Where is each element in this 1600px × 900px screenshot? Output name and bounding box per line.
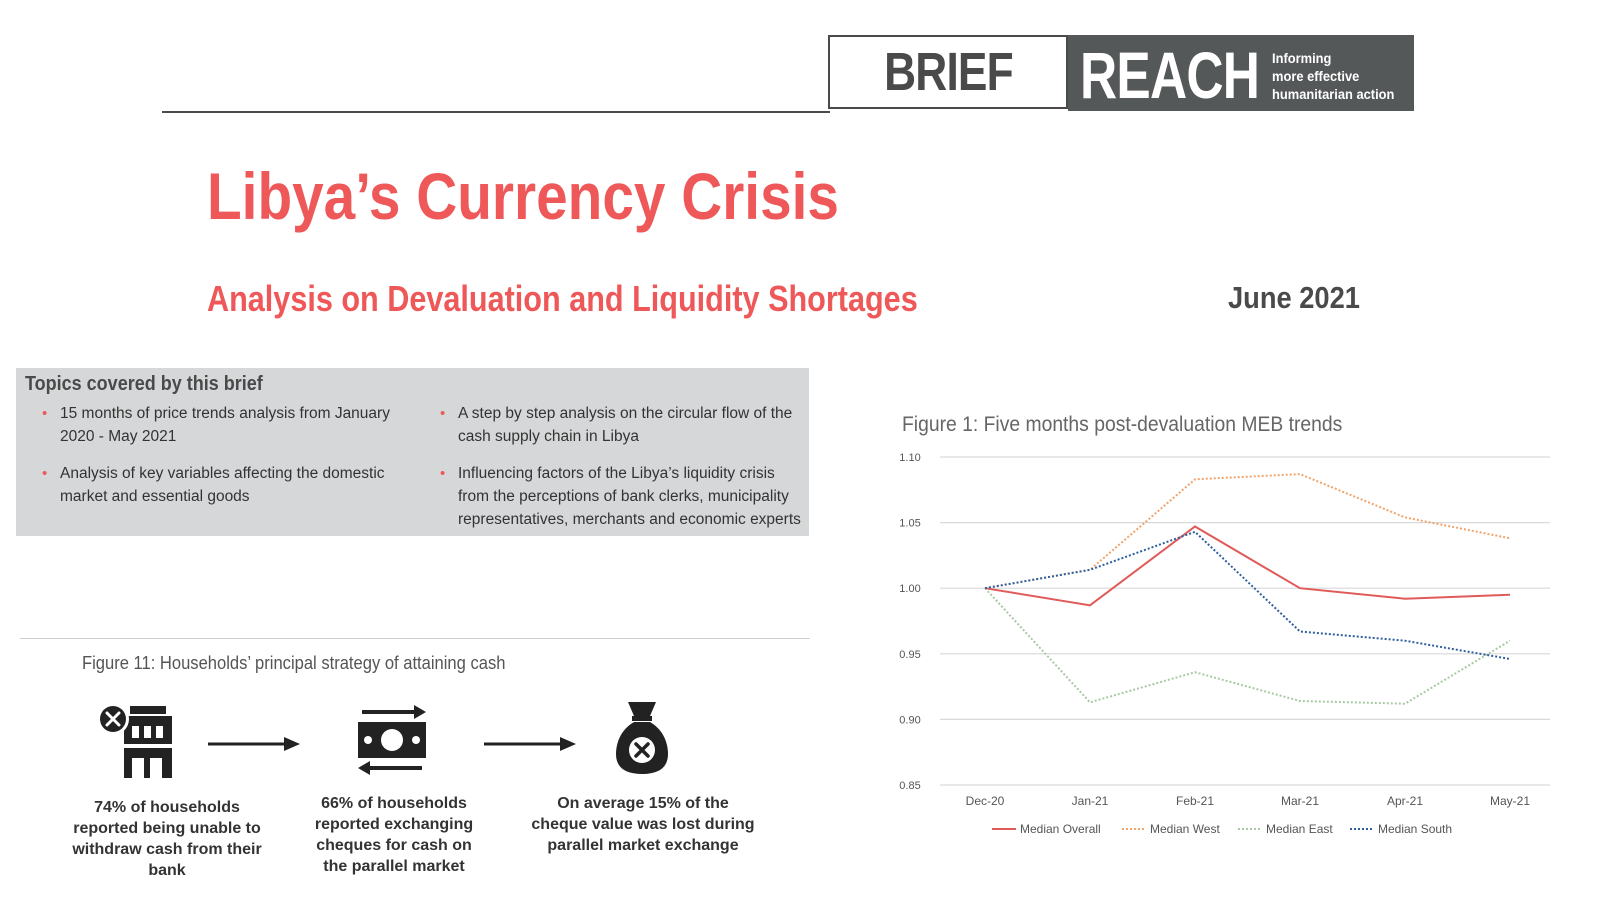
x-tick-label: Dec-20 — [966, 794, 1005, 808]
x-tick-label: Mar-21 — [1281, 794, 1319, 808]
topic-text: 15 months of price trends analysis from … — [60, 405, 390, 445]
x-tick-label: Feb-21 — [1176, 794, 1214, 808]
y-tick-label: 0.90 — [899, 714, 920, 726]
tagline-line: humanitarian action — [1272, 86, 1395, 102]
reach-logo: REACH Informing more effective humanitar… — [1068, 35, 1414, 112]
topics-panel: Topics covered by this brief • 15 months… — [16, 368, 809, 536]
tagline-line: more effective — [1272, 68, 1360, 84]
page-title: Libya’s Currency Crisis — [207, 159, 839, 233]
step-caption: 66% of households reported exchanging ch… — [314, 795, 474, 875]
meb-trends-chart: 0.85 0.90 0.95 1.00 1.05 1.10 Dec-20 Jan-21 Feb-… — [899, 452, 1550, 836]
legend-label: Median East — [1266, 822, 1333, 836]
bullet-icon: • — [42, 465, 48, 482]
bank-closed-icon — [97, 703, 172, 778]
topic-item: • A step by step analysis on the circula… — [440, 402, 803, 448]
figure-divider — [20, 638, 810, 639]
y-tick-label: 1.00 — [899, 583, 920, 595]
series-line-median-south — [984, 530, 1511, 660]
page-subtitle: Analysis on Devaluation and Liquidity Sh… — [207, 278, 918, 319]
flow-arrow-icon — [484, 737, 576, 751]
bullet-icon: • — [42, 405, 48, 422]
money-bag-loss-icon — [616, 702, 668, 774]
bullet-icon: • — [440, 405, 446, 422]
legend-label: Median Overall — [1020, 822, 1101, 836]
publication-date: June 2021 — [1228, 280, 1360, 315]
x-tick-label: Jan-21 — [1072, 794, 1109, 808]
header-rule — [162, 111, 830, 113]
y-tick-label: 1.10 — [899, 452, 920, 464]
topic-text: A step by step analysis on the circular … — [458, 405, 793, 445]
step-caption: 74% of households reported being unable … — [72, 799, 262, 879]
series-line-median-overall — [984, 525, 1511, 607]
figure-11-title: Figure 11: Households’ principal strateg… — [82, 653, 506, 673]
topic-item: • Analysis of key variables affecting th… — [42, 462, 420, 508]
cash-exchange-icon — [358, 705, 426, 775]
tagline-line: Informing — [1272, 50, 1332, 66]
topic-item: • 15 months of price trends analysis fro… — [42, 402, 420, 448]
topic-text: Influencing factors of the Libya’s liqui… — [458, 465, 801, 528]
figure-1-title: Figure 1: Five months post-devaluation M… — [902, 413, 1343, 436]
bullet-icon: • — [440, 465, 446, 482]
flow-arrow-icon — [208, 737, 300, 751]
topic-item: • Influencing factors of the Libya’s liq… — [440, 462, 803, 531]
series-line-median-east — [984, 587, 1511, 705]
y-tick-label: 0.85 — [899, 780, 920, 792]
reach-logo-wordmark: REACH — [1080, 38, 1260, 112]
x-tick-label: Apr-21 — [1387, 794, 1423, 808]
y-tick-label: 1.05 — [899, 518, 920, 530]
topic-text: Analysis of key variables affecting the … — [60, 465, 385, 505]
y-tick-label: 0.95 — [899, 649, 920, 661]
brief-label: BRIEF — [883, 42, 1014, 102]
legend-label: Median West — [1150, 822, 1220, 836]
topics-heading: Topics covered by this brief — [25, 373, 263, 395]
series-line-median-west — [984, 473, 1511, 590]
brief-label-box: BRIEF — [828, 35, 1068, 109]
legend-label: Median South — [1378, 822, 1452, 836]
x-tick-label: May-21 — [1490, 794, 1530, 808]
reach-tagline: Informing more effective humanitarian ac… — [1272, 49, 1394, 103]
step-caption: On average 15% of the cheque value was l… — [531, 795, 755, 854]
